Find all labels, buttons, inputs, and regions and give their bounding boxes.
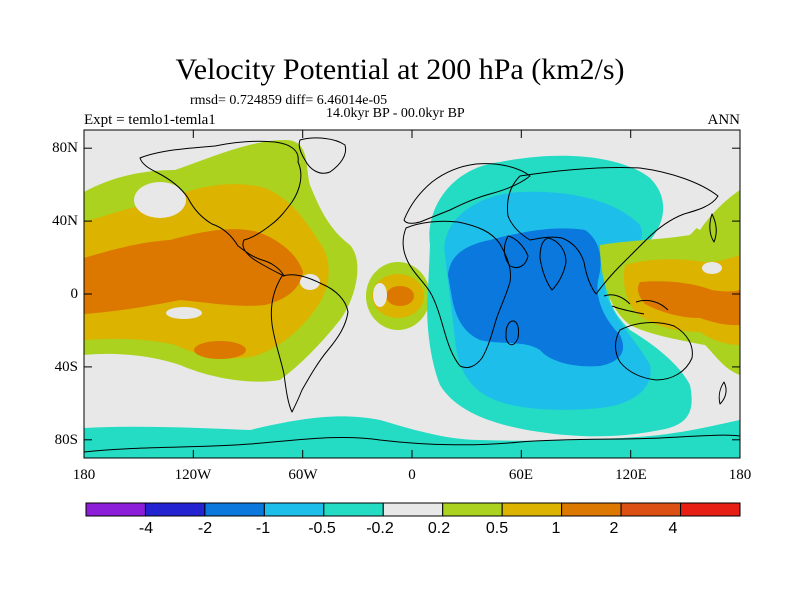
axis-ticks xyxy=(84,130,740,458)
contour-orange-pacific xyxy=(84,229,303,314)
colorbar-label: 0.2 xyxy=(427,520,451,537)
coastlines xyxy=(84,137,740,453)
coastline-asia xyxy=(507,166,719,295)
coastline-antarctica xyxy=(84,434,740,453)
contour-grey-pacific-hole xyxy=(166,307,202,319)
coastline-madagascar xyxy=(505,320,519,346)
coastline-south-america xyxy=(270,274,349,413)
figure-title: Velocity Potential at 200 hPa (km2/s) xyxy=(175,53,625,86)
lat-label-40s: 40S xyxy=(54,359,78,375)
colorbar-swatch xyxy=(263,502,325,517)
lat-label-80s: 80S xyxy=(54,432,78,448)
colorbar-label: 2 xyxy=(609,520,619,537)
colorbar-label: 0.5 xyxy=(485,520,509,537)
experiment-label: Expt = temlo1-temla1 xyxy=(84,112,216,128)
contour-blue-indian xyxy=(448,228,624,367)
lon-label-60w: 60W xyxy=(288,467,318,483)
contour-grey-npac-hole xyxy=(702,262,722,274)
colorbar-swatch xyxy=(144,502,206,517)
coastline-new-zealand xyxy=(718,381,727,405)
coastline-india xyxy=(539,237,567,291)
colorbar-swatch xyxy=(501,502,563,517)
season-label: ANN xyxy=(707,112,741,128)
coastline-australia xyxy=(615,322,693,381)
contour-grey-npac-high xyxy=(660,130,740,230)
colorbar-swatch xyxy=(382,502,444,517)
colorbar-label: -0.2 xyxy=(366,520,394,537)
contour-grey-npac xyxy=(134,182,186,218)
contour-grey-atlantic-west xyxy=(373,283,387,307)
contour-orange-spac xyxy=(194,341,246,359)
colorbar-label: -0.5 xyxy=(308,520,336,537)
colorbar-swatch xyxy=(561,502,622,517)
lon-label-120w: 120W xyxy=(174,467,212,483)
contour-grey-atlantic-pocket xyxy=(300,274,320,290)
contour-teal-antarctic xyxy=(84,416,740,458)
lat-label-40n: 40N xyxy=(52,213,78,229)
colorbar-label: -4 xyxy=(138,520,154,537)
colorbar-swatch xyxy=(323,502,384,517)
lat-label-80n: 80N xyxy=(52,140,78,156)
colorbar-swatch xyxy=(620,502,682,517)
coastline-north-america xyxy=(139,140,302,277)
coastline-japan xyxy=(709,213,717,243)
coastline-arabia xyxy=(503,235,529,269)
colorbar-label: 4 xyxy=(668,520,678,537)
lon-label-180e: 180 xyxy=(728,467,752,483)
contour-orange-atlantic xyxy=(386,286,414,306)
colorbar-swatch xyxy=(204,502,265,517)
coastline-africa xyxy=(402,220,511,369)
lat-label-0: 0 xyxy=(70,286,79,302)
coastline-greenland xyxy=(298,137,347,174)
colorbar-label: -2 xyxy=(197,520,213,537)
lon-label-180w: 180 xyxy=(72,467,96,483)
colorbar-swatch xyxy=(85,502,146,517)
rmsd-stats: rmsd= 0.724859 diff= 6.46014e-05 xyxy=(190,93,388,108)
lon-label-120e: 120E xyxy=(615,467,647,483)
colorbar xyxy=(85,502,741,517)
period-label: 14.0kyr BP - 00.0kyr BP xyxy=(326,106,465,121)
colorbar-swatch xyxy=(680,502,741,517)
lon-label-60e: 60E xyxy=(508,467,534,483)
colorbar-label: -1 xyxy=(255,520,271,537)
contour-fields xyxy=(84,130,740,458)
colorbar-swatch xyxy=(442,502,503,517)
coastline-indonesia xyxy=(603,294,669,315)
lon-label-0: 0 xyxy=(408,467,416,483)
colorbar-label: 1 xyxy=(551,520,561,537)
contour-orange-wpac xyxy=(637,281,740,326)
